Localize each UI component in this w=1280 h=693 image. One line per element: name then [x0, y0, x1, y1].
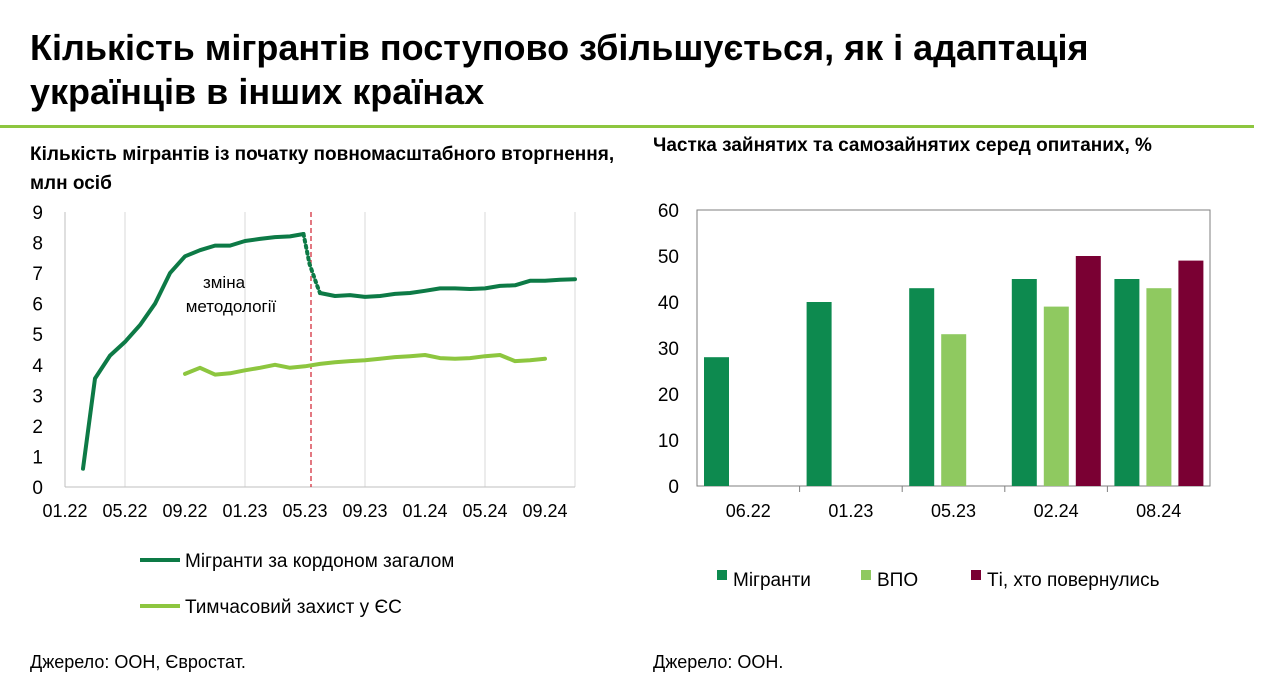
y-tick-label: 0: [32, 478, 43, 499]
y-tick-label: 6: [32, 295, 43, 316]
y-tick-label: 7: [32, 264, 43, 285]
y-tick-label: 0: [668, 477, 679, 498]
bar-2: [941, 334, 967, 486]
x-tick-label: 05.23: [282, 501, 327, 521]
y-tick-label: 20: [658, 385, 679, 406]
bar-1: [806, 302, 832, 486]
y-tick-label: 2: [32, 417, 43, 438]
y-tick-label: 10: [658, 431, 679, 452]
left-chart-source: Джерело: ООН, Євростат.: [30, 652, 246, 672]
left-chart-subtitle: Кількість мігрантів із початку повномасш…: [30, 144, 615, 194]
legend-label: ВПО: [877, 570, 918, 591]
right-chart-subtitle: Частка зайнятих та самозайнятих серед оп…: [653, 135, 1152, 156]
legend-swatch: [971, 570, 981, 580]
y-tick-label: 60: [658, 201, 679, 222]
x-tick-label: 09.24: [522, 501, 567, 521]
x-tick-label: 02.24: [1034, 501, 1079, 521]
x-tick-label: 01.22: [42, 501, 87, 521]
y-tick-label: 9: [32, 203, 43, 224]
x-tick-label: 01.24: [402, 501, 447, 521]
y-tick-label: 3: [32, 386, 43, 407]
legend-label: Тимчасовий захист у ЄС: [185, 597, 402, 618]
legend-swatch: [717, 570, 727, 580]
bar-1: [1114, 279, 1140, 486]
y-tick-label: 1: [32, 447, 43, 468]
right-chart-source: Джерело: ООН.: [653, 652, 784, 672]
title-divider: [0, 125, 1254, 128]
bar-3: [1075, 256, 1101, 486]
bar-3: [1178, 260, 1204, 486]
x-tick-label: 01.23: [222, 501, 267, 521]
x-tick-label: 09.23: [342, 501, 387, 521]
bar-1: [704, 357, 729, 486]
series-line-1: [318, 277, 577, 299]
y-tick-label: 30: [658, 339, 679, 360]
bar-1: [909, 288, 935, 486]
x-tick-label: 05.23: [931, 501, 976, 521]
legend-label: Мігранти за кордоном загалом: [185, 551, 454, 572]
series-line-1: [81, 232, 306, 471]
series-line-2: [183, 353, 547, 377]
y-tick-label: 4: [32, 356, 43, 377]
x-tick-label: 09.22: [162, 501, 207, 521]
page-title: Кількість мігрантів поступово збільшуєть…: [30, 27, 1089, 112]
bar-1: [1011, 279, 1037, 486]
legend-label: Мігранти: [733, 570, 811, 591]
x-tick-label: 05.24: [462, 501, 507, 521]
x-tick-label: 01.23: [828, 501, 873, 521]
y-tick-label: 40: [658, 293, 679, 314]
legend-label: Ті, хто повернулись: [987, 570, 1160, 591]
x-tick-label: 06.22: [726, 501, 771, 521]
x-tick-label: 05.22: [102, 501, 147, 521]
migrants-line-chart: 0 1 2 3 4 5 6 7 8 9 01.22 05.22 09.22 01.23 05.23 09.23…: [32, 203, 577, 618]
legend-swatch: [861, 570, 871, 580]
y-tick-label: 5: [32, 325, 43, 346]
employment-bar-chart: 0 10 20 30 40 50 60 06.22 01.23 05.23 02.24 08.24 Мі…: [658, 201, 1211, 591]
methodology-change-label: зміна методології: [186, 273, 277, 316]
bar-2: [1043, 306, 1069, 486]
bar-2: [1146, 288, 1172, 486]
x-tick-label: 08.24: [1136, 501, 1181, 521]
y-tick-label: 8: [32, 234, 43, 255]
y-tick-label: 50: [658, 247, 679, 268]
series-line-dotted: [301, 232, 322, 295]
